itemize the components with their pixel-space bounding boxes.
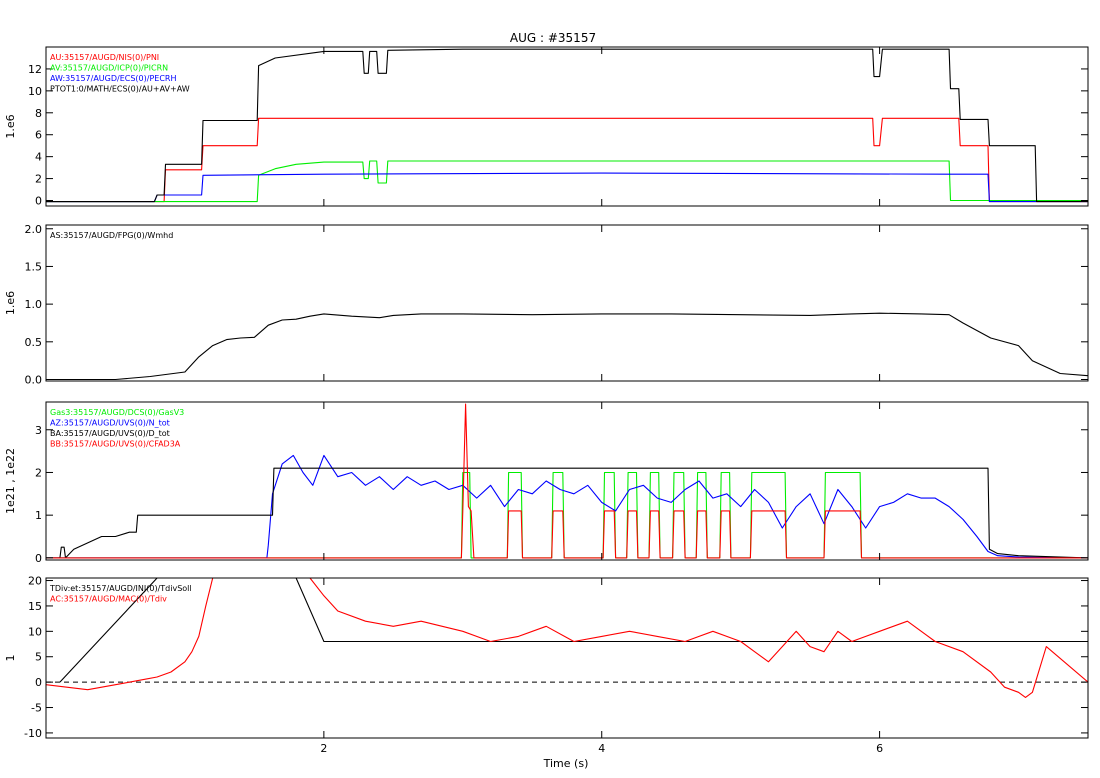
panel-4: -10 -5 0 5 10 15 20 2 4 6 1 TDiv:et:35157/AUGD/INJ(… <box>4 575 1089 755</box>
panel-2: 0.0 0.5 1.0 1.5 2.0 1.e6 AS:35157/AUGD/FPG(0)/… <box>4 223 1089 386</box>
y-tick-label: 8 <box>35 107 42 120</box>
panel-frame <box>45 224 1089 382</box>
y-axis-label: 1.e6 <box>4 114 17 138</box>
y-tick-label: 0 <box>35 552 42 565</box>
series-line-1 <box>46 117 1088 203</box>
y-tick-label: 10 <box>28 85 42 98</box>
y-tick-label: 2.0 <box>25 223 43 236</box>
y-tick-label: 5 <box>35 651 42 664</box>
series-line-4 <box>46 403 1088 559</box>
chart-title: AUG : #35157 <box>510 31 596 45</box>
x-axis-label: Time (s) <box>543 757 589 770</box>
x-tick-label: 4 <box>598 742 605 755</box>
legend-entry: AV:35157/AUGD/ICP(0)/PICRN <box>50 64 168 73</box>
y-tick-label: 20 <box>28 575 42 588</box>
y-tick-label: 0.5 <box>25 336 43 349</box>
series-line-2 <box>46 578 1088 698</box>
panel-3: 0 1 2 3 1e21 , 1e22 Gas3:35157/AUGD/DCS(0)/Ga… <box>4 401 1089 565</box>
y-tick-label: 3 <box>35 424 42 437</box>
series-group <box>46 48 1088 203</box>
series-group <box>46 312 1088 381</box>
panel-frame <box>45 401 1089 561</box>
legend-entry: Gas3:35157/AUGD/DCS(0)/GasV3 <box>50 408 184 417</box>
y-tick-label: 0 <box>35 195 42 208</box>
panels: 0246810121.e6AU:35157/AUGD/NIS(0)/PNIAV:… <box>4 46 1089 755</box>
y-tick-label: -5 <box>31 702 42 715</box>
series-line-1 <box>59 578 1088 683</box>
series-line-2 <box>46 454 1088 559</box>
y-tick-label: 1 <box>35 509 42 522</box>
y-tick-label: 2 <box>35 173 42 186</box>
legend-entry: BB:35157/AUGD/UVS(0)/CFAD3A <box>50 440 181 449</box>
panel-frame <box>45 577 1089 739</box>
y-tick-label: 2 <box>35 466 42 479</box>
legend-entry: AW:35157/AUGD/ECS(0)/PECRH <box>50 74 176 83</box>
series-line-1 <box>46 312 1088 381</box>
y-tick-label: -10 <box>24 727 42 740</box>
legend-entry: AS:35157/AUGD/FPG(0)/Wmhd <box>50 231 173 240</box>
y-axis-label: 1.e6 <box>4 291 17 315</box>
legend-entry: BA:35157/AUGD/UVS(0)/D_tot <box>50 429 170 438</box>
panel-frame <box>45 46 1089 207</box>
y-tick-label: 15 <box>28 600 42 613</box>
x-tick-label: 6 <box>876 742 883 755</box>
legend-entry: AC:35157/AUGD/MAC(0)/Tdiv <box>50 595 167 604</box>
x-tick-label: 2 <box>320 742 327 755</box>
panel-1: 0 2 4 6 8 10 12 1.e6 AU:35157/AUGD/NIS(0)/PNI AV:… <box>4 46 1089 208</box>
y-tick-label: 1.0 <box>25 298 43 311</box>
legend-entry: AZ:35157/AUGD/UVS(0)/N_tot <box>50 419 170 428</box>
series-line-3 <box>46 467 1088 559</box>
y-tick-label: 1.5 <box>25 260 43 273</box>
y-axis-label: 1 <box>4 655 17 662</box>
series-group <box>46 403 1088 559</box>
y-tick-label: 10 <box>28 625 42 638</box>
series-line-4 <box>46 48 1088 203</box>
y-tick-label: 0 <box>35 676 42 689</box>
y-tick-label: 6 <box>35 129 42 142</box>
legend-entry: TDiv:et:35157/AUGD/INJ(0)/TdivSoll <box>49 584 192 593</box>
series-group <box>46 578 1088 698</box>
legend-entry: PTOT1:0/MATH/ECS(0)/AU+AV+AW <box>50 85 190 94</box>
y-tick-label: 0.0 <box>25 373 43 386</box>
y-axis-label: 1e21 , 1e22 <box>4 448 17 514</box>
y-tick-label: 4 <box>35 151 42 164</box>
series-line-3 <box>46 172 1088 203</box>
series-line-2 <box>46 160 1088 203</box>
y-tick-label: 12 <box>28 63 42 76</box>
legend-entry: AU:35157/AUGD/NIS(0)/PNI <box>50 53 159 62</box>
